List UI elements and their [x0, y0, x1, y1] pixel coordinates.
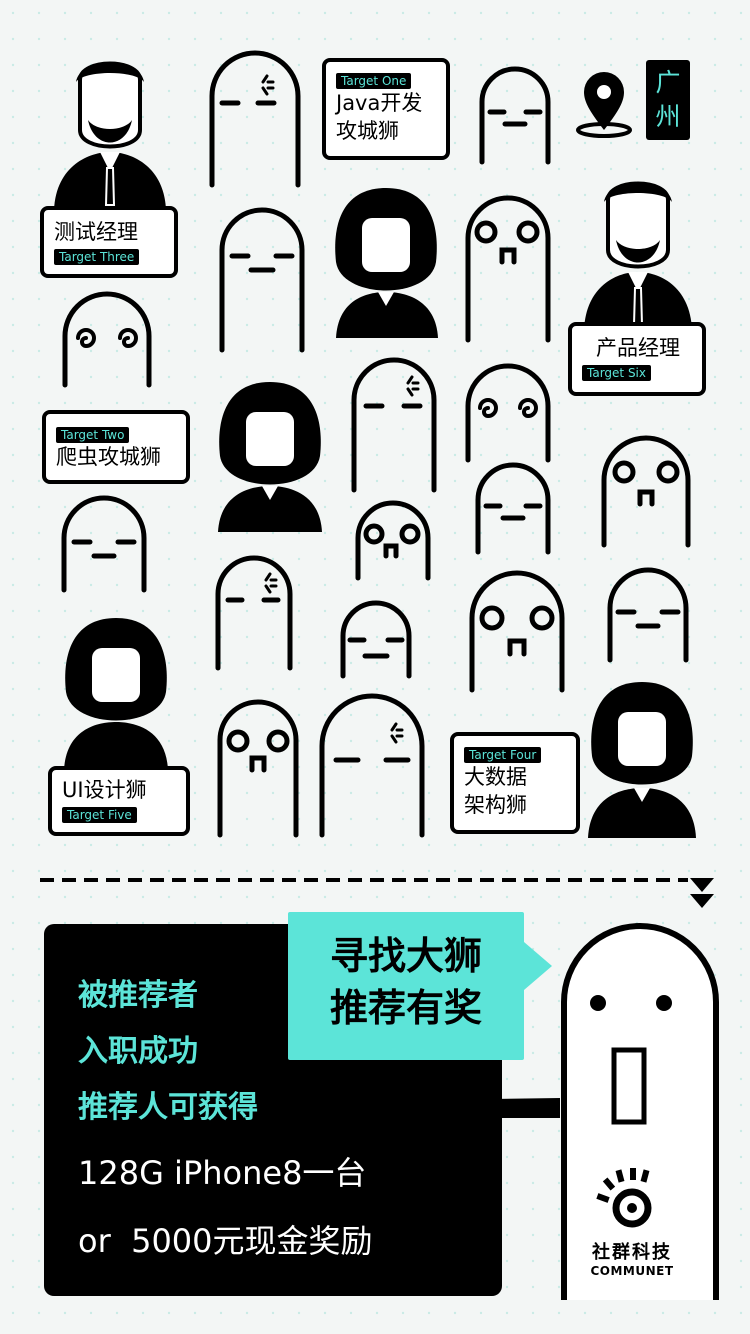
target-six-bubble: 产品经理 Target Six [568, 322, 706, 396]
communet-logo-icon [596, 1168, 652, 1228]
target-one-role-line1: Java开发 [336, 91, 423, 115]
promo-line-1: 被推荐者 [78, 978, 198, 1013]
lion-4 [588, 682, 696, 838]
location-pin-icon [576, 72, 632, 138]
target-one-tag: Target One [336, 73, 412, 89]
banner-tail [524, 942, 552, 990]
target-four-bubble: Target Four 大数据 架构狮 [450, 732, 580, 834]
lion-1 [335, 188, 438, 338]
target-two-tag: Target Two [56, 427, 130, 443]
ghost-sleepy-6 [607, 567, 689, 663]
mascot-ghost [561, 923, 719, 1300]
man-in-suit-2 [584, 181, 692, 330]
city-label: 广州 [646, 60, 690, 140]
ghost-sleepy-3 [475, 462, 551, 555]
man-in-suit-1 [54, 61, 166, 210]
target-two-role: 爬虫攻城狮 [56, 445, 161, 469]
ghost-sleepy-1 [479, 66, 551, 165]
target-one-role-line2: 攻城狮 [336, 119, 399, 143]
target-three-bubble: 测试经理 Target Three [40, 206, 178, 278]
ghost-surprised-2 [601, 435, 691, 548]
target-six-role: 产品经理 [596, 336, 680, 360]
target-four-tag: Target Four [464, 747, 542, 763]
target-five-tag: Target Five [62, 807, 137, 823]
double-chevron-down-icon [690, 878, 714, 908]
ghost-dizzy-1 [62, 291, 152, 388]
ghost-surprised-4 [469, 570, 565, 693]
promo-line-2: 入职成功 [78, 1034, 198, 1069]
promo-line-3: 推荐人可获得 [78, 1090, 258, 1125]
brand-block: 社群科技 COMMUNET [580, 1238, 684, 1278]
headline-banner: 寻找大狮 推荐有奖 [288, 912, 524, 1060]
prize-line-2: or 5000元现金奖励 [78, 1222, 373, 1260]
target-three-tag: Target Three [54, 249, 140, 265]
ghost-angry-1 [209, 50, 301, 188]
lion-3 [64, 618, 168, 770]
promo-panel: 被推荐者 入职成功 推荐人可获得 128G iPhone8一台 or 5000元… [44, 924, 502, 1296]
target-five-role: UI设计狮 [62, 778, 147, 802]
ghost-surprised-3 [355, 500, 431, 581]
target-four-role-line2: 架构狮 [464, 793, 527, 817]
ghost-sleepy-5 [340, 600, 412, 679]
banner-line-2: 推荐有奖 [329, 986, 482, 1030]
brand-name-en: COMMUNET [590, 1264, 674, 1278]
ghost-angry-2 [351, 357, 437, 493]
target-five-bubble: UI设计狮 Target Five [48, 766, 190, 836]
ghost-sleepy-2 [219, 207, 305, 353]
lion-2 [218, 382, 322, 532]
target-two-bubble: Target Two 爬虫攻城狮 [42, 410, 190, 484]
target-six-tag: Target Six [582, 365, 651, 381]
ghost-surprised-5 [217, 699, 299, 838]
target-four-role-line1: 大数据 [464, 765, 527, 789]
brand-name-cn: 社群科技 [592, 1242, 672, 1263]
ghost-dizzy-2 [465, 363, 551, 463]
ghost-angry-3 [215, 555, 293, 671]
target-one-bubble: Target One Java开发 攻城狮 [322, 58, 450, 160]
banner-line-1: 寻找大狮 [329, 934, 482, 978]
prize-line-1: 128G iPhone8一台 [78, 1154, 367, 1192]
target-three-role: 测试经理 [54, 220, 138, 244]
ghost-angry-4 [319, 693, 425, 838]
ghost-sleepy-4 [61, 495, 147, 593]
ghost-surprised-1 [465, 195, 551, 343]
city-text: 广州 [655, 68, 681, 131]
